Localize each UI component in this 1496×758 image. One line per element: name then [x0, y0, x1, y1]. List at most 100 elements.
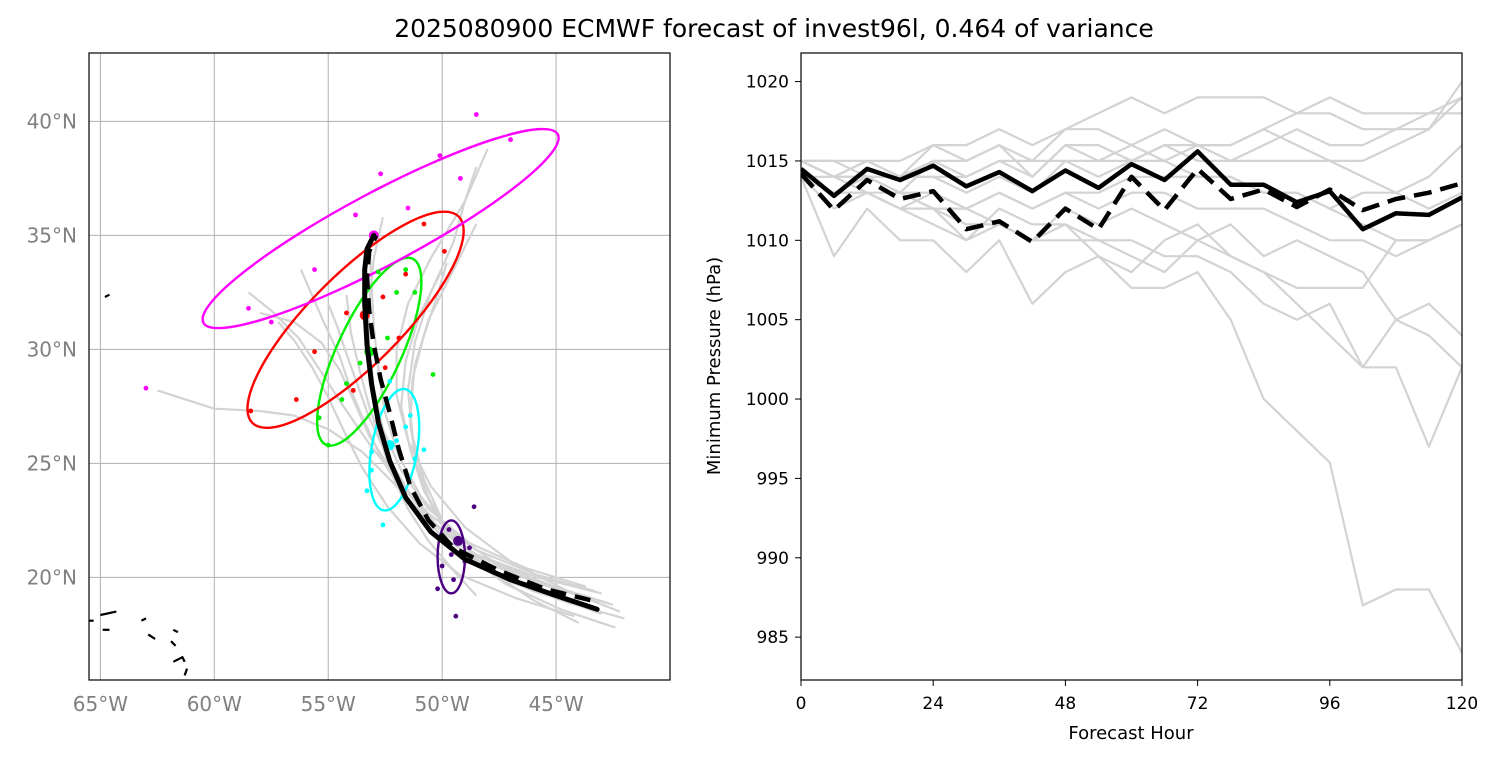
- member-point: [344, 381, 349, 386]
- lon-tick-label: 60°W: [187, 692, 242, 716]
- lat-tick-label: 40°N: [27, 109, 77, 133]
- member-point: [325, 442, 331, 448]
- member-point: [375, 269, 381, 275]
- member-point: [248, 408, 254, 414]
- coastline-segment: [172, 628, 179, 634]
- member-point: [246, 305, 251, 311]
- ensemble-track: [277, 321, 575, 618]
- pressure-main-lines: [801, 149, 1462, 245]
- coastline-segment: [183, 668, 189, 676]
- member-point: [387, 378, 393, 384]
- member-point: [471, 504, 477, 510]
- coastline-segment: [147, 633, 156, 640]
- lat-tick-label: 35°N: [27, 223, 77, 247]
- pressure-ticks: 0 24 48 72 96 120 985 990 995 1000 1005 1010 1015 102…: [746, 73, 1478, 714]
- member-point: [394, 290, 399, 295]
- member-point: [407, 413, 413, 418]
- coastline-segment: [170, 640, 177, 647]
- map-tick-labels: 65°W 60°W 55°W 50°W 45°W 20°N 25°N 30°N 35°N 40°N: [27, 109, 584, 716]
- member-point: [369, 449, 374, 455]
- lat-tick-label: 20°N: [27, 565, 77, 589]
- member-point: [380, 294, 386, 300]
- pressure-member-line: [801, 175, 1462, 289]
- lon-tick-label: 55°W: [301, 692, 356, 716]
- member-point: [508, 137, 513, 143]
- member-point: [396, 335, 402, 341]
- pressure-member-line: [801, 175, 1462, 448]
- member-point: [421, 447, 427, 453]
- member-point: [316, 415, 322, 421]
- coastline: [89, 293, 189, 676]
- pressure-plot-area: [801, 53, 1462, 680]
- pressure-member-line: [801, 96, 1462, 178]
- mean-position-point: [453, 535, 464, 546]
- lat-tick-label: 30°N: [27, 337, 77, 361]
- member-point: [430, 372, 436, 377]
- y-axis-label: Minimum Pressure (hPa): [704, 257, 725, 475]
- member-point: [364, 488, 370, 494]
- member-point: [437, 153, 443, 159]
- y-tick-label: 990: [757, 549, 789, 569]
- ensemble-track: [157, 389, 602, 595]
- x-tick-label: 96: [1319, 694, 1341, 714]
- member-point: [435, 586, 440, 592]
- member-point: [453, 613, 459, 619]
- member-point: [369, 467, 374, 473]
- member-point: [293, 397, 299, 402]
- coastline-segment: [104, 293, 110, 298]
- pressure-member-line: [801, 175, 1462, 258]
- y-tick-label: 1015: [746, 152, 789, 172]
- member-point: [344, 310, 349, 316]
- member-point: [473, 112, 479, 117]
- x-tick-label: 24: [922, 694, 944, 714]
- member-point: [350, 388, 356, 393]
- main-tracks: [362, 232, 600, 612]
- y-tick-label: 1005: [746, 311, 789, 331]
- uncertainty-ellipses: [201, 127, 560, 595]
- member-point: [439, 563, 445, 569]
- member-point: [268, 319, 274, 325]
- member-point: [457, 176, 463, 181]
- y-tick-label: 995: [757, 469, 789, 489]
- lon-tick-label: 50°W: [415, 692, 470, 716]
- control-track: [364, 234, 591, 603]
- y-tick-label: 1010: [746, 231, 789, 251]
- member-point: [403, 271, 409, 277]
- lat-tick-label: 25°N: [27, 451, 77, 475]
- x-tick-label: 120: [1446, 694, 1478, 714]
- lon-tick-label: 45°W: [528, 692, 583, 716]
- member-point: [394, 438, 399, 443]
- x-axis-label: Forecast Hour: [1068, 723, 1194, 744]
- map-background: [89, 53, 670, 680]
- x-tick-label: 72: [1187, 694, 1209, 714]
- pressure-frame: [800, 52, 1463, 681]
- member-point: [143, 385, 149, 391]
- member-point: [446, 527, 452, 532]
- member-point: [380, 522, 386, 528]
- pressure-member-line: [801, 128, 1462, 210]
- member-point: [448, 552, 454, 557]
- coastline-segment: [100, 610, 117, 617]
- mean-track: [362, 232, 600, 612]
- pressure-control-line: [801, 166, 1462, 245]
- lon-tick-label: 65°W: [73, 692, 128, 716]
- member-point: [421, 221, 427, 227]
- coastline-segment: [172, 655, 186, 663]
- map-panel: 65°W 60°W 55°W 50°W 45°W 20°N 25°N 30°N 35°N 40°N: [27, 52, 671, 716]
- member-point: [403, 424, 409, 430]
- member-point: [467, 545, 472, 551]
- x-tick-label: 48: [1055, 694, 1077, 714]
- ensemble-track: [259, 311, 596, 593]
- member-point: [339, 397, 345, 402]
- pressure-member-line: [801, 176, 1462, 654]
- pressure-mean-line: [801, 149, 1462, 232]
- member-point: [403, 267, 409, 272]
- uncertainty-ellipse: [201, 127, 560, 330]
- member-point: [405, 205, 411, 211]
- uncertainty-ellipse: [368, 387, 421, 512]
- y-tick-label: 1020: [746, 73, 789, 93]
- member-point: [382, 365, 388, 371]
- coastline-segment: [140, 617, 147, 622]
- map-frame: [88, 52, 671, 681]
- member-point: [451, 577, 456, 583]
